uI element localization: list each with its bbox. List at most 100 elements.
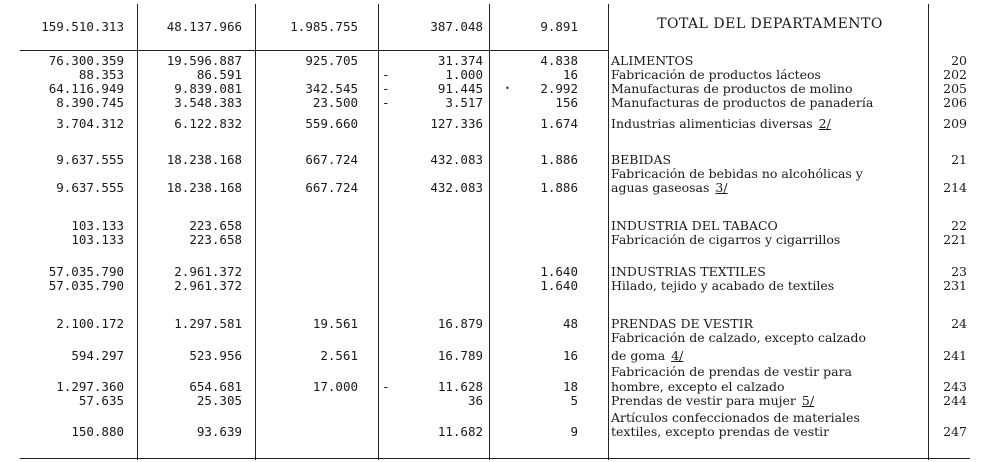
row-description-text: Industrias alimenticias diversas: [611, 116, 813, 131]
row-description-text: INDUSTRIA DEL TABACO: [611, 218, 778, 233]
table-cell: 9.637.555: [56, 180, 124, 195]
row-description: aguas gaseosas 3/: [611, 181, 728, 195]
row-description-text: INDUSTRIAS TEXTILES: [611, 264, 766, 279]
row-description-text: BEBIDAS: [611, 152, 672, 167]
table-cell: 5: [570, 393, 578, 408]
table-cell: 432.083: [430, 180, 483, 195]
row-code: 24: [951, 316, 967, 331]
row-description-text: hombre, excepto el calzado: [611, 379, 785, 394]
row-description-text: Manufacturas de productos de panadería: [611, 95, 874, 110]
row-description: Industrias alimenticias diversas 2/: [611, 117, 831, 131]
table-cell: 11.628: [437, 379, 483, 394]
table-cell: 127.336: [430, 116, 483, 131]
column-rule: [489, 4, 490, 460]
row-description-text: Hilado, tejido y acabado de textiles: [611, 278, 835, 293]
row-code: 20: [951, 53, 967, 68]
row-description: Artículos confeccionados de materiales: [611, 411, 860, 425]
table-cell: 9.839.081: [174, 81, 242, 96]
table-cell: 16.879: [437, 316, 483, 331]
table-cell: 36: [467, 393, 483, 408]
table-cell: 1.674: [540, 116, 578, 131]
table-cell: 6.122.832: [174, 116, 242, 131]
row-code: 241: [943, 348, 967, 363]
total-value: 387.048: [430, 19, 483, 34]
row-code: 21: [951, 152, 967, 167]
row-description-text: Manufacturas de productos de molino: [611, 81, 853, 96]
table-cell: 57.035.790: [48, 278, 124, 293]
table-cell: 150.880: [71, 424, 124, 439]
table-cell: 654.681: [189, 379, 242, 394]
department-title: TOTAL DEL DEPARTAMENTO: [657, 16, 883, 32]
table-cell: 594.297: [71, 348, 124, 363]
table-cell: 1.640: [540, 264, 578, 279]
column-rule: [928, 4, 929, 460]
row-description-text: ALIMENTOS: [611, 53, 694, 68]
dash-mark: -: [382, 95, 390, 110]
table-cell: 3.548.383: [174, 95, 242, 110]
table-cell: 925.705: [305, 53, 358, 68]
row-description-text: textiles, excepto prendas de vestir: [611, 424, 830, 439]
row-description: hombre, excepto el calzado: [611, 380, 785, 394]
table-cell: 93.639: [196, 424, 242, 439]
bottom-rule: [20, 458, 970, 459]
table-cell: 2.561: [320, 348, 358, 363]
total-value: 1.985.755: [290, 19, 358, 34]
table-cell: 9: [570, 424, 578, 439]
row-description: Prendas de vestir para mujer 5/: [611, 394, 814, 408]
row-description-text: Fabricación de productos lácteos: [611, 67, 821, 82]
table-cell: 48: [562, 316, 578, 331]
table-cell: 3.704.312: [56, 116, 124, 131]
row-description: PRENDAS DE VESTIR: [611, 317, 753, 331]
table-cell: 16.789: [437, 348, 483, 363]
table-cell: 667.724: [305, 152, 358, 167]
column-rule: [378, 4, 379, 460]
table-cell: 11.682: [437, 424, 483, 439]
row-description: Fabricación de bebidas no alcohólicas y: [611, 167, 863, 181]
row-description: Fabricación de productos lácteos: [611, 68, 821, 82]
table-cell: 1.297.581: [174, 316, 242, 331]
row-description: ALIMENTOS: [611, 54, 693, 68]
dash-mark: -: [382, 67, 390, 82]
table-cell: 86.591: [196, 67, 242, 82]
row-code: 206: [943, 95, 967, 110]
table-cell: 1.886: [540, 152, 578, 167]
row-description: INDUSTRIA DEL TABACO: [611, 219, 778, 233]
row-description: INDUSTRIAS TEXTILES: [611, 265, 766, 279]
table-cell: 559.660: [305, 116, 358, 131]
table-cell: 91.445: [437, 81, 483, 96]
table-cell: 25.305: [196, 393, 242, 408]
row-code: 23: [951, 264, 967, 279]
table-cell: 223.658: [189, 218, 242, 233]
footnote-ref: 4/: [671, 348, 684, 363]
table-cell: 523.956: [189, 348, 242, 363]
table-cell: 2.961.372: [174, 264, 242, 279]
table-cell: 667.724: [305, 180, 358, 195]
table-cell: 103.133: [71, 218, 124, 233]
table-cell: 432.083: [430, 152, 483, 167]
table-cell: 342.545: [305, 81, 358, 96]
table-cell: 57.635: [78, 393, 124, 408]
row-description-text: Fabricación de bebidas no alcohólicas y: [611, 166, 863, 181]
table-cell: 31.374: [437, 53, 483, 68]
dash-mark: -: [382, 81, 390, 96]
table-cell: 3.517: [445, 95, 483, 110]
row-code: 22: [951, 218, 967, 233]
table-cell: 1.640: [540, 278, 578, 293]
table-cell: 9.637.555: [56, 152, 124, 167]
dot-mark: •: [505, 84, 510, 93]
row-description: Fabricación de prendas de vestir para: [611, 365, 852, 379]
row-description: de goma 4/: [611, 349, 683, 363]
table-cell: 19.596.887: [166, 53, 242, 68]
table-cell: 57.035.790: [48, 264, 124, 279]
row-description: textiles, excepto prendas de vestir: [611, 425, 829, 439]
row-description: Manufacturas de productos de panadería: [611, 96, 873, 110]
row-description-text: Fabricación de prendas de vestir para: [611, 364, 852, 379]
row-code: 231: [943, 278, 967, 293]
row-code: 221: [943, 232, 967, 247]
row-description-text: Artículos confeccionados de materiales: [611, 410, 860, 425]
table-cell: 16: [562, 67, 578, 82]
table-cell: 88.353: [78, 67, 124, 82]
column-rule: [255, 4, 256, 460]
total-value: 48.137.966: [166, 19, 242, 34]
dash-mark: -: [382, 379, 390, 394]
